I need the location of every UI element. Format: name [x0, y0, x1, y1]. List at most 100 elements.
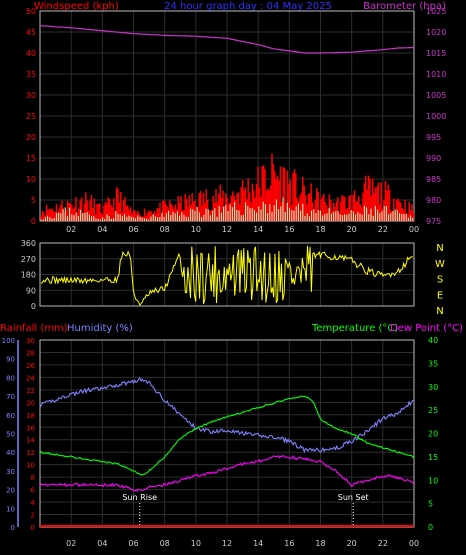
x-tick-label: 02 — [66, 539, 76, 548]
temperature-tick-label: 25 — [428, 406, 438, 415]
rainfall-tick-label: 20 — [26, 399, 35, 407]
humidity-tick-label: 30 — [6, 468, 15, 476]
barometer-tick-label: 1025 — [426, 7, 446, 16]
x-tick-label: 08 — [160, 225, 170, 234]
sun-marker-label: Sun Rise — [122, 493, 157, 502]
humidity-tick-label: 80 — [6, 374, 15, 382]
x-tick-label: 20 — [347, 539, 357, 548]
x-tick-label: 16 — [284, 225, 294, 234]
x-tick-label: 06 — [128, 539, 138, 548]
x-tick-label: 04 — [97, 539, 107, 548]
barometer-tick-label: 1005 — [426, 91, 446, 100]
compass-label: N — [436, 243, 443, 254]
rainfall-axis-label: Rainfall (mm) — [0, 323, 68, 334]
wind-tick-label: 5 — [31, 196, 36, 205]
wind-tick-label: 20 — [26, 133, 36, 142]
humidity-tick-label: 40 — [6, 449, 15, 457]
wind-tick-label: 0 — [31, 217, 36, 226]
x-tick-label: 00 — [409, 539, 419, 548]
wind-tick-label: 10 — [26, 175, 36, 184]
temperature-tick-label: 35 — [428, 359, 438, 368]
plot-frame — [39, 242, 415, 307]
humidity-axis-label: Humidity (%) — [67, 323, 133, 334]
barometer-tick-label: 1015 — [426, 49, 446, 58]
rainfall-tick-label: 22 — [26, 387, 35, 395]
sun-marker-label: Sun Set — [338, 493, 369, 502]
barometer-tick-label: 980 — [426, 196, 441, 205]
chart-title: 24 hour graph day : 04 May 2025 — [164, 1, 332, 12]
dewpoint-line — [39, 454, 415, 492]
temperature-tick-label: 40 — [428, 336, 438, 345]
barometer-tick-label: 985 — [426, 175, 441, 184]
rainfall-tick-label: 30 — [26, 337, 35, 345]
humidity-tick-label: 60 — [6, 412, 15, 420]
temperature-tick-label: 30 — [428, 383, 438, 392]
x-tick-label: 14 — [253, 225, 263, 234]
temperature-tick-label: 20 — [428, 430, 438, 439]
x-tick-label: 10 — [191, 539, 201, 548]
wind-direction-line — [40, 245, 413, 306]
rainfall-tick-label: 0 — [31, 524, 35, 532]
x-tick-label: 12 — [222, 539, 232, 548]
direction-tick-label: 180 — [21, 271, 36, 280]
x-tick-label: 02 — [66, 225, 76, 234]
compass-label: W — [435, 259, 445, 270]
wind-tick-label: 40 — [26, 49, 36, 58]
wind-barometer-panel: 0510152025303540455097598098599099510001… — [26, 7, 447, 234]
x-tick-label: 16 — [284, 539, 294, 548]
barometer-tick-label: 1000 — [426, 112, 446, 121]
humidity-tick-label: 20 — [6, 487, 15, 495]
temperature-tick-label: 0 — [428, 523, 433, 532]
x-tick-label: 22 — [378, 539, 388, 548]
wind-tick-label: 50 — [26, 7, 36, 16]
humidity-tick-label: 100 — [2, 337, 15, 345]
x-tick-label: 14 — [253, 539, 263, 548]
x-tick-label: 12 — [222, 225, 232, 234]
rainfall-tick-label: 12 — [26, 449, 35, 457]
compass-label: S — [437, 275, 443, 286]
compass-label: N — [436, 306, 443, 317]
temperature-tick-label: 5 — [428, 500, 433, 509]
x-tick-label: 06 — [128, 225, 138, 234]
humidity-tick-label: 0 — [11, 524, 15, 532]
wind-tick-label: 15 — [26, 154, 36, 163]
rainfall-tick-label: 16 — [26, 424, 35, 432]
direction-tick-label: 270 — [21, 255, 36, 264]
wind-tick-label: 45 — [26, 28, 36, 37]
x-tick-label: 18 — [315, 539, 325, 548]
temperature-tick-label: 10 — [428, 476, 438, 485]
x-tick-label: 00 — [409, 225, 419, 234]
x-tick-label: 22 — [378, 225, 388, 234]
rainfall-tick-label: 2 — [31, 512, 35, 520]
temperature-line — [39, 395, 415, 476]
rainfall-tick-label: 26 — [26, 362, 35, 370]
temperature-axis-label: Temperature (°C) — [311, 323, 398, 334]
barometer-axis-label: Barometer (hpa) — [363, 1, 446, 12]
rainfall-tick-label: 10 — [26, 462, 35, 470]
rainfall-tick-label: 24 — [26, 374, 35, 382]
direction-tick-label: 90 — [26, 286, 36, 295]
humidity-tick-label: 50 — [6, 431, 15, 439]
rainfall-tick-label: 4 — [31, 499, 36, 507]
barometer-tick-label: 995 — [426, 133, 441, 142]
rainfall-tick-label: 14 — [26, 437, 35, 445]
wind-tick-label: 35 — [26, 70, 36, 79]
x-tick-label: 18 — [315, 225, 325, 234]
x-tick-label: 10 — [191, 225, 201, 234]
rainfall-tick-label: 28 — [26, 349, 35, 357]
rainfall-tick-label: 18 — [26, 412, 35, 420]
wind-tick-label: 25 — [26, 112, 36, 121]
humidity-tick-label: 70 — [6, 393, 15, 401]
compass-label: E — [437, 290, 443, 301]
x-tick-label: 04 — [97, 225, 107, 234]
barometer-tick-label: 1010 — [426, 70, 446, 79]
humidity-tick-label: 10 — [6, 505, 15, 513]
dewpoint-axis-label: Dew Point (°C) — [390, 323, 463, 334]
direction-tick-label: 360 — [21, 239, 36, 248]
x-tick-label: 20 — [347, 225, 357, 234]
barometer-tick-label: 990 — [426, 154, 441, 163]
humidity-line — [39, 376, 415, 454]
